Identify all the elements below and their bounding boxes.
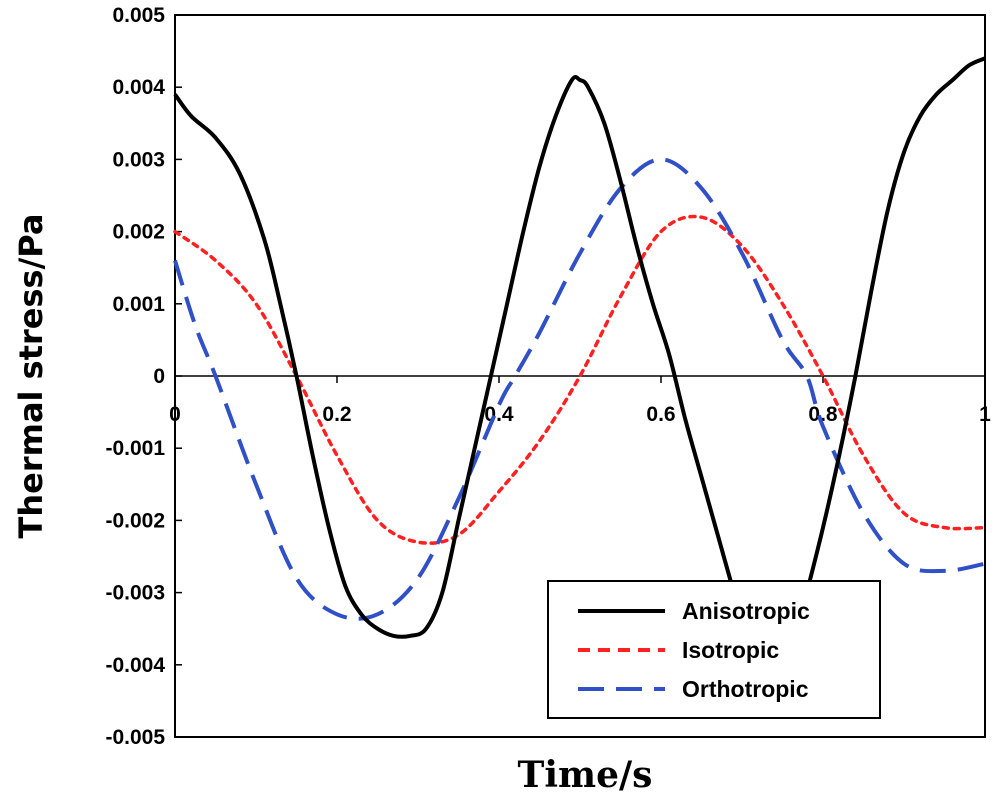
legend-label-isotropic: Isotropic	[682, 637, 779, 663]
y-tick-label: 0.004	[112, 76, 165, 99]
y-tick-label: -0.002	[105, 509, 165, 532]
x-tick-label: 1	[979, 403, 991, 426]
x-tick-label: 0.2	[322, 403, 351, 426]
y-tick-label: 0.001	[112, 293, 165, 316]
x-tick-label: 0.4	[484, 403, 514, 426]
y-tick-label: -0.003	[105, 582, 165, 605]
y-tick-label: -0.001	[105, 437, 165, 460]
x-tick-label: 0	[169, 403, 181, 426]
series-layer	[173, 56, 987, 639]
legend-box	[547, 580, 881, 719]
y-tick-label: 0.005	[112, 4, 165, 27]
legend: Anisotropic Isotropic Orthotropic	[547, 580, 881, 719]
x-axis-ticks: 0 0.2 0.4 0.6 0.8 1	[169, 376, 991, 426]
y-tick-label: -0.004	[105, 654, 165, 677]
x-axis-label: Time/s	[518, 754, 653, 796]
y-tick-label: 0	[153, 365, 165, 388]
y-tick-label: -0.005	[105, 726, 165, 749]
y-axis-label: Thermal stress/Pa	[12, 214, 50, 539]
legend-label-anisotropic: Anisotropic	[682, 598, 810, 624]
x-tick-label: 0.8	[808, 403, 838, 426]
y-tick-label: 0.002	[112, 221, 165, 244]
series-line-orthotropic	[173, 157, 986, 621]
x-tick-label: 0.6	[646, 403, 675, 426]
legend-label-orthotropic: Orthotropic	[682, 676, 809, 702]
y-tick-label: 0.003	[112, 148, 165, 171]
y-axis-ticks: 0.0050.0040.0030.0020.0010-0.001-0.002-0…	[105, 4, 182, 749]
series-line-anisotropic-recovery	[804, 56, 986, 594]
series-line-anisotropic	[173, 75, 736, 639]
